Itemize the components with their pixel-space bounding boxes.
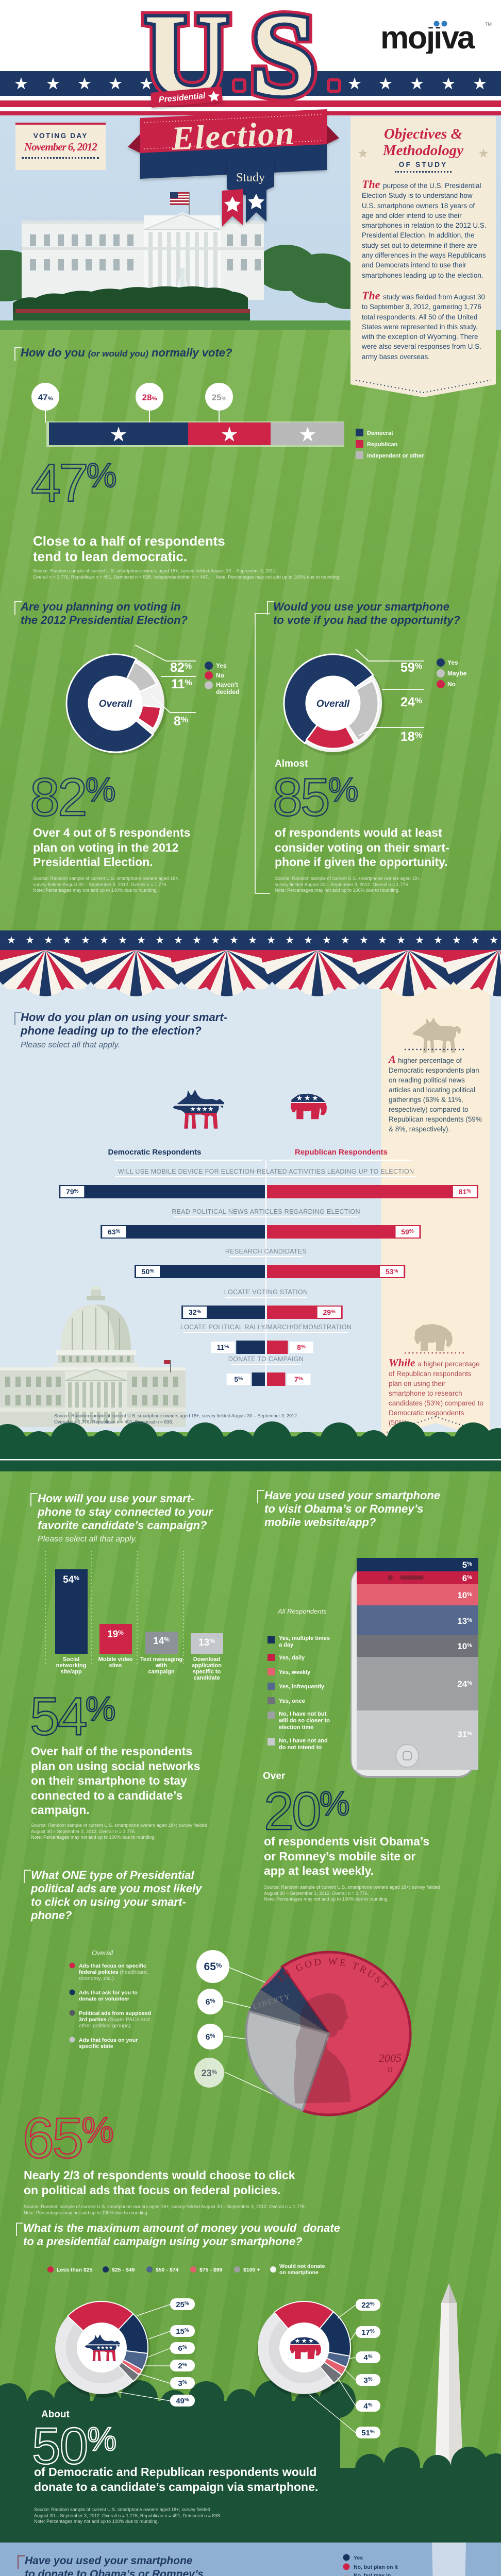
svg-text:other political groups): other political groups): [79, 2023, 130, 2029]
svg-text:a day: a day: [279, 1642, 294, 1648]
svg-text:donate or volunteer: donate or volunteer: [79, 1996, 129, 2002]
svg-text:59%: 59%: [401, 1228, 414, 1236]
svg-text:Text messaging: Text messaging: [140, 1656, 182, 1663]
svg-text:sites: sites: [109, 1663, 122, 1669]
svg-text:with: with: [155, 1663, 167, 1669]
svg-text:Yes, multiple times: Yes, multiple times: [279, 1635, 330, 1641]
svg-text:$25 - $49: $25 - $49: [112, 2267, 135, 2273]
svg-text:82%: 82%: [170, 660, 192, 675]
svg-text:economy, etc.): economy, etc.): [79, 1975, 114, 1981]
svg-text:No, but may in: No, but may in: [354, 2572, 391, 2576]
svg-text:specific to: specific to: [193, 1669, 221, 1675]
svg-text:LOCATE VOTING STATION: LOCATE VOTING STATION: [224, 1289, 308, 1296]
svg-text:application: application: [192, 1663, 222, 1669]
svg-text:5%: 5%: [234, 1375, 243, 1383]
svg-text:do not intend to: do not intend to: [279, 1744, 322, 1751]
svg-text:8%: 8%: [297, 1343, 306, 1351]
svg-text:Yes, infrequently: Yes, infrequently: [279, 1684, 325, 1690]
svg-text:on smartphone: on smartphone: [279, 2269, 319, 2276]
svg-text:candidate: candidate: [193, 1675, 220, 1681]
svg-text:federal policies (healthcare,: federal policies (healthcare,: [79, 1969, 148, 1975]
svg-text:2005: 2005: [379, 2052, 402, 2064]
svg-text:Overall: Overall: [99, 699, 132, 709]
svg-text:READ POLITICAL NEWS ARTICLES R: READ POLITICAL NEWS ARTICLES REGARDING E…: [172, 1208, 360, 1215]
svg-text:mojiva: mojiva: [380, 20, 475, 54]
svg-text:18%: 18%: [400, 730, 422, 744]
svg-text:53%: 53%: [386, 1267, 398, 1276]
svg-text:Republican: Republican: [367, 442, 398, 448]
svg-text:32%: 32%: [189, 1308, 202, 1316]
svg-text:Independent or other: Independent or other: [367, 453, 424, 459]
svg-text:Ads that focus on specific: Ads that focus on specific: [79, 1963, 146, 1969]
svg-text:No, I have not but: No, I have not but: [279, 1711, 327, 1717]
svg-text:Ads that focus on your: Ads that focus on your: [79, 2037, 138, 2043]
svg-text:Haven't: Haven't: [216, 681, 238, 688]
svg-text:campaign: campaign: [148, 1669, 175, 1675]
svg-text:S: S: [251, 0, 316, 120]
svg-text:Yes, once: Yes, once: [279, 1698, 305, 1704]
svg-text:$50 - $74: $50 - $74: [156, 2267, 179, 2273]
svg-text:Election: Election: [170, 114, 296, 157]
svg-text:47%: 47%: [31, 457, 116, 513]
svg-text:Yes: Yes: [216, 662, 227, 669]
svg-text:Republican Respondents: Republican Respondents: [295, 1148, 388, 1157]
svg-text:59%: 59%: [400, 660, 422, 675]
svg-text:RESEARCH CANDIDATES: RESEARCH CANDIDATES: [225, 1248, 307, 1255]
svg-text:DONATE TO CAMPAIGN: DONATE TO CAMPAIGN: [228, 1355, 304, 1363]
svg-text:$100 +: $100 +: [243, 2267, 260, 2273]
svg-text:will do so closer to: will do so closer to: [278, 1718, 330, 1724]
svg-text:81%: 81%: [459, 1188, 472, 1196]
svg-text:Less than $25: Less than $25: [57, 2267, 93, 2273]
svg-text:85%: 85%: [273, 772, 358, 827]
svg-text:networking: networking: [56, 1663, 87, 1669]
svg-text:LOCATE POLITICAL RALLY/MARCH/D: LOCATE POLITICAL RALLY/MARCH/DEMONSTRATI…: [180, 1324, 352, 1331]
svg-text:Democrat: Democrat: [367, 430, 393, 436]
svg-text:specific state: specific state: [79, 2043, 113, 2049]
svg-text:S: S: [251, 0, 316, 120]
svg-text:election time: election time: [279, 1724, 313, 1731]
svg-text:S: S: [251, 0, 316, 120]
svg-text:Maybe: Maybe: [447, 670, 467, 677]
svg-text:D: D: [388, 2066, 392, 2074]
svg-text:11%: 11%: [216, 1343, 229, 1351]
svg-text:Overall: Overall: [316, 699, 350, 709]
svg-text:No: No: [447, 681, 456, 688]
svg-text:TM: TM: [485, 22, 492, 27]
svg-text:Yes: Yes: [354, 2555, 363, 2561]
svg-text:82%: 82%: [30, 772, 115, 827]
svg-text:Mobile video: Mobile video: [98, 1656, 133, 1663]
svg-text:All Respondents: All Respondents: [277, 1607, 327, 1615]
svg-text:63%: 63%: [108, 1228, 121, 1236]
svg-text:50%: 50%: [142, 1267, 155, 1276]
svg-text:Ads that ask for you to: Ads that ask for you to: [79, 1990, 138, 1996]
svg-text:Yes, weekly: Yes, weekly: [279, 1669, 311, 1675]
svg-text:Yes, daily: Yes, daily: [279, 1655, 305, 1661]
svg-text:8%: 8%: [174, 714, 188, 728]
svg-text:65%: 65%: [23, 2111, 112, 2170]
svg-text:WILL USE MOBILE DEVICE FOR ELE: WILL USE MOBILE DEVICE FOR ELECTION-RELA…: [118, 1168, 414, 1175]
svg-text:Social: Social: [63, 1656, 79, 1663]
svg-text:Overall: Overall: [92, 1949, 113, 1957]
svg-text:No, I have not and: No, I have not and: [279, 1738, 328, 1744]
svg-text:24%: 24%: [400, 695, 422, 709]
svg-text:7%: 7%: [294, 1375, 303, 1383]
svg-text:11%: 11%: [171, 677, 192, 691]
svg-text:29%: 29%: [323, 1308, 336, 1316]
svg-text:Download: Download: [193, 1656, 221, 1663]
svg-text:79%: 79%: [66, 1188, 79, 1196]
svg-text:site/app: site/app: [60, 1669, 82, 1675]
svg-text:3rd parties (Super PACs and: 3rd parties (Super PACs and: [79, 2016, 150, 2023]
svg-text:decided: decided: [216, 688, 239, 696]
svg-text:Yes: Yes: [447, 659, 458, 666]
svg-text:Would not donate: Would not donate: [279, 2263, 325, 2269]
svg-text:No: No: [216, 672, 224, 679]
svg-text:Political ads from supposed: Political ads from supposed: [79, 2010, 151, 2016]
svg-text:Democratic Respondents: Democratic Respondents: [108, 1148, 202, 1157]
svg-text:20%: 20%: [264, 1786, 349, 1841]
svg-text:Study: Study: [236, 171, 265, 184]
svg-text:No, but plan on it: No, but plan on it: [354, 2564, 398, 2570]
svg-text:$75 - $99: $75 - $99: [199, 2267, 223, 2273]
